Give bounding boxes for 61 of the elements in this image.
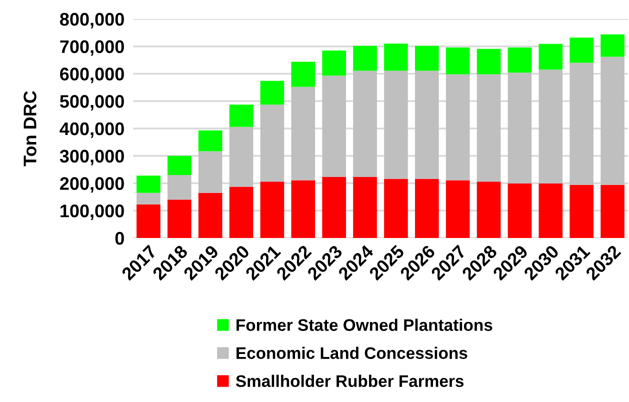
bar	[322, 50, 346, 76]
y-tick-label: 0	[115, 232, 124, 245]
bar	[446, 180, 470, 238]
bar	[260, 182, 284, 238]
bar	[414, 46, 439, 71]
bar	[136, 192, 160, 204]
y-tick-label: 100,000	[60, 204, 124, 220]
bar	[322, 76, 346, 177]
y-tick-label: 600,000	[60, 68, 124, 84]
bar	[136, 176, 160, 193]
bar	[570, 184, 594, 238]
bar	[229, 104, 254, 127]
bar	[260, 104, 284, 182]
bar	[198, 192, 222, 238]
legend-label: Former State Owned Plantations	[236, 318, 492, 331]
y-tick-label: 700,000	[60, 40, 124, 56]
bar	[260, 80, 284, 105]
y-axis-title: Ton DRC	[24, 91, 36, 166]
bar	[384, 70, 408, 179]
bar	[167, 200, 192, 238]
bar	[446, 74, 470, 180]
legend-label: Economic Land Concessions	[236, 346, 468, 360]
bar	[414, 178, 439, 238]
bar	[167, 175, 192, 200]
bar	[600, 34, 624, 57]
bar	[167, 156, 192, 176]
bar	[291, 86, 316, 180]
bar	[508, 47, 532, 73]
bar	[353, 176, 377, 238]
bar	[476, 182, 501, 238]
bar	[476, 48, 501, 74]
bar	[600, 184, 624, 238]
bar	[198, 151, 222, 193]
bar	[508, 72, 532, 184]
bar	[538, 184, 563, 238]
bar	[476, 74, 501, 182]
bar	[291, 180, 316, 238]
bar	[384, 44, 408, 71]
bar	[600, 56, 624, 185]
y-tick-label: 200,000	[60, 177, 124, 193]
bar	[384, 178, 408, 238]
y-tick-label: 500,000	[60, 95, 124, 110]
bar	[538, 70, 563, 184]
bar	[570, 62, 594, 185]
y-tick-label: 300,000	[60, 150, 124, 166]
bar	[353, 70, 377, 177]
bar	[136, 204, 160, 238]
bar	[353, 46, 377, 71]
bar	[229, 126, 254, 187]
bar	[198, 130, 222, 152]
legend-label: Smallholder Rubber Farmers	[236, 374, 464, 388]
bar	[446, 47, 470, 74]
y-tick-label: 800,000	[60, 12, 124, 28]
bar	[322, 176, 346, 238]
bar	[414, 70, 439, 179]
y-tick-label: 400,000	[60, 122, 124, 138]
bar	[508, 184, 532, 238]
bar	[229, 186, 254, 238]
bar	[570, 38, 594, 63]
bar	[538, 44, 563, 70]
bar	[291, 62, 316, 87]
